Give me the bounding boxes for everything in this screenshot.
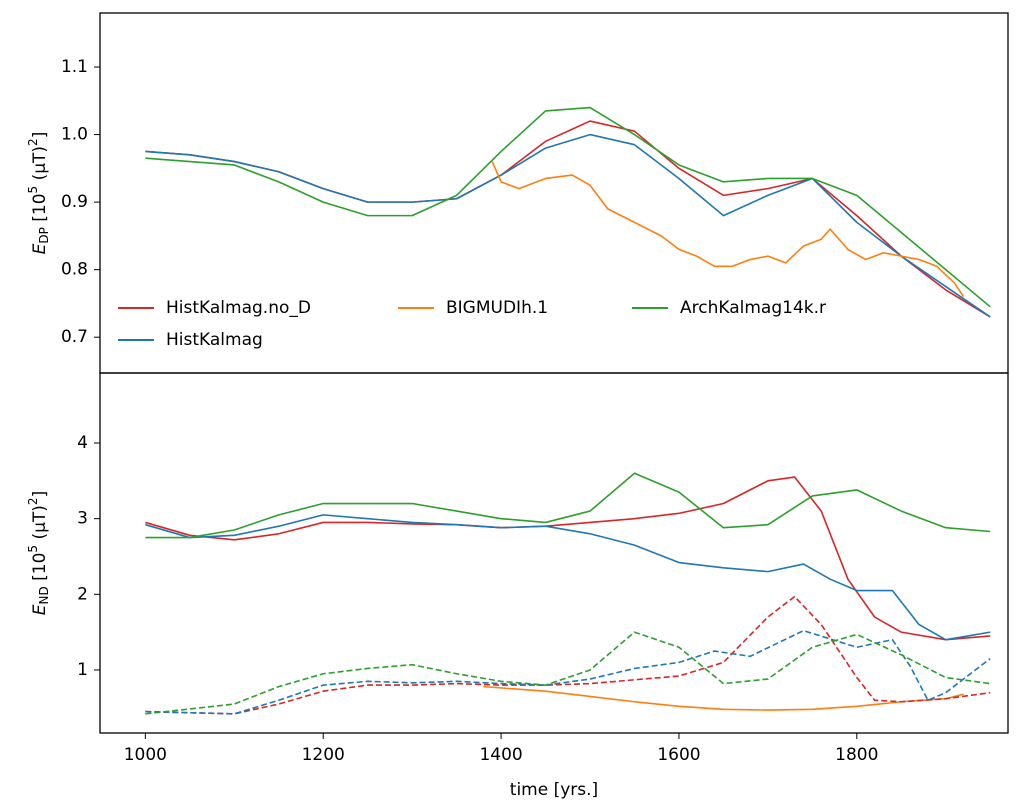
x-tick-label: 1400: [479, 745, 522, 765]
legend-label: HistKalmag: [166, 330, 263, 350]
legend-label: ArchKalmag14k.r: [680, 298, 826, 318]
line: [491, 161, 965, 298]
legend-label: HistKalmag.no_D: [166, 298, 311, 318]
line: [145, 120, 991, 318]
y-tick-label: 0.8: [61, 260, 88, 280]
y-tick-label: 3: [77, 509, 88, 529]
dashed-line: [145, 629, 991, 715]
axes-frame: [99, 12, 1009, 374]
y-tick-label: 0.9: [61, 192, 88, 212]
y-tick-label: 1: [77, 660, 88, 680]
y-axis-label-part: ]: [30, 132, 50, 139]
y-tick-label: 2: [77, 584, 88, 604]
y-axis-label-part: E: [30, 604, 50, 615]
y-axis-label: END [105 (μT)2]: [26, 491, 51, 615]
y-axis-label-part: ND: [37, 586, 51, 604]
y-axis-label-part: DP: [37, 227, 51, 243]
y-axis-label-part: 5: [26, 186, 40, 194]
y-axis-label-part: 2: [26, 138, 40, 146]
y-axis-label-part: E: [30, 243, 50, 254]
x-tick-label: 1000: [124, 745, 167, 765]
x-tick-label: 1200: [302, 745, 345, 765]
x-tick-label: 1600: [657, 745, 700, 765]
dashed-line: [145, 595, 991, 715]
y-axis-label-part: 5: [26, 545, 40, 553]
plot-area: [145, 106, 991, 318]
y-axis-label-part: (μT): [30, 146, 50, 186]
line: [145, 472, 991, 539]
y-tick-label: 1.1: [61, 57, 88, 77]
dashed-line: [145, 631, 991, 715]
x-tick-label: 1800: [835, 745, 878, 765]
y-axis-label: EDP [105 (μT)2]: [26, 132, 51, 255]
y-tick-label: 4: [77, 433, 88, 453]
legend-label: BIGMUDIh.1: [446, 298, 548, 318]
line: [145, 106, 991, 308]
y-axis-label-part: [10: [30, 193, 50, 227]
y-tick-label: 1.0: [61, 125, 88, 145]
x-axis-label: time [yrs.]: [510, 780, 598, 800]
y-axis-label-part: (μT): [30, 505, 50, 545]
plot-area: [145, 472, 991, 715]
axes-frame: [99, 372, 1009, 734]
y-tick-label: 0.7: [61, 327, 88, 347]
y-axis-label-part: [10: [30, 553, 50, 587]
y-axis-label-part: 2: [26, 497, 40, 505]
y-axis-label-part: ]: [30, 491, 50, 498]
line: [145, 514, 991, 641]
line: [145, 133, 991, 318]
line: [483, 685, 964, 711]
legend: HistKalmag.no_D HistKalmag BIGMUDIh.1 ArchK…: [118, 298, 826, 350]
line: [145, 476, 991, 641]
